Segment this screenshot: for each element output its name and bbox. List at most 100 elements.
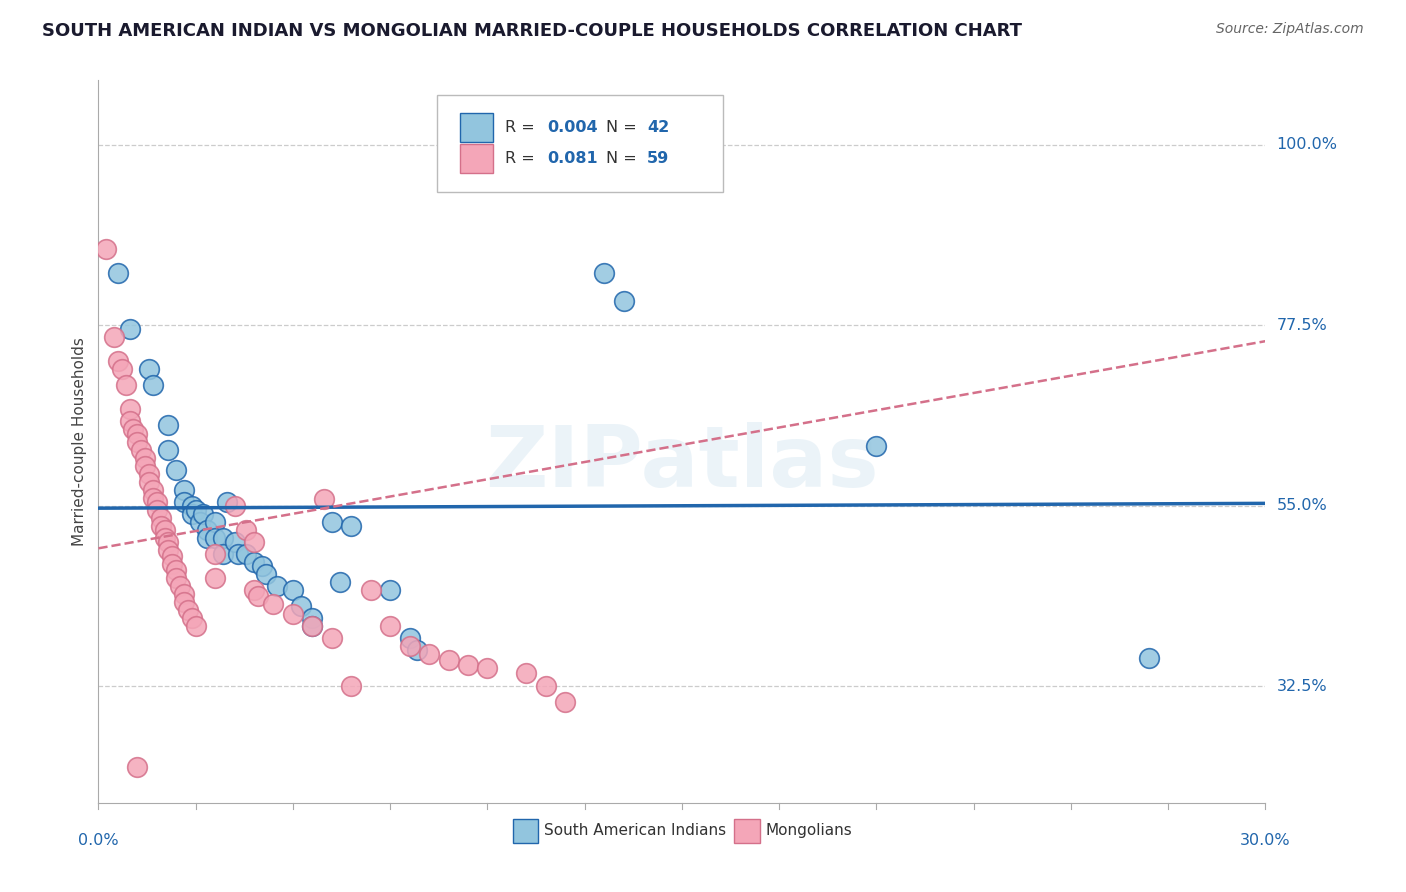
- Point: [134, 458, 156, 473]
- Point: [457, 657, 479, 672]
- Point: [593, 266, 616, 280]
- Point: [437, 653, 460, 667]
- Point: [204, 571, 226, 585]
- Text: R =: R =: [505, 151, 540, 166]
- Point: [360, 583, 382, 598]
- Point: [266, 579, 288, 593]
- Point: [235, 547, 257, 561]
- Point: [1137, 651, 1160, 665]
- Point: [173, 587, 195, 601]
- Point: [96, 242, 118, 256]
- Point: [127, 426, 149, 441]
- Point: [118, 415, 141, 429]
- Point: [865, 439, 887, 453]
- Point: [290, 599, 312, 614]
- Text: 32.5%: 32.5%: [1277, 679, 1327, 694]
- Point: [142, 483, 165, 497]
- Point: [243, 535, 266, 549]
- Point: [118, 402, 141, 417]
- Point: [162, 557, 184, 571]
- Point: [212, 547, 235, 561]
- Point: [107, 266, 129, 280]
- Point: [165, 571, 187, 585]
- Point: [188, 515, 211, 529]
- Point: [180, 499, 202, 513]
- Text: 59: 59: [647, 151, 669, 166]
- Point: [193, 507, 215, 521]
- Point: [215, 494, 238, 508]
- Point: [127, 434, 149, 449]
- Text: 0.081: 0.081: [548, 151, 599, 166]
- Point: [149, 510, 172, 524]
- Point: [157, 535, 180, 549]
- Text: N =: N =: [606, 151, 643, 166]
- Text: 100.0%: 100.0%: [1277, 137, 1337, 152]
- Point: [301, 619, 323, 633]
- Point: [142, 491, 165, 505]
- Point: [111, 362, 134, 376]
- Point: [204, 515, 226, 529]
- Point: [554, 696, 576, 710]
- Point: [321, 632, 343, 646]
- Point: [477, 661, 499, 675]
- Bar: [460, 112, 494, 142]
- Point: [243, 555, 266, 569]
- Point: [250, 558, 273, 574]
- Point: [340, 519, 363, 533]
- Point: [340, 680, 363, 694]
- Point: [107, 354, 129, 368]
- Point: [162, 549, 184, 563]
- Point: [204, 547, 226, 561]
- Point: [122, 423, 145, 437]
- Text: SOUTH AMERICAN INDIAN VS MONGOLIAN MARRIED-COUPLE HOUSEHOLDS CORRELATION CHART: SOUTH AMERICAN INDIAN VS MONGOLIAN MARRI…: [42, 22, 1022, 40]
- Point: [149, 519, 172, 533]
- Bar: [513, 819, 538, 843]
- Point: [134, 450, 156, 465]
- Point: [380, 619, 402, 633]
- Text: Source: ZipAtlas.com: Source: ZipAtlas.com: [1216, 22, 1364, 37]
- Point: [534, 680, 557, 694]
- Point: [157, 542, 180, 557]
- Point: [173, 595, 195, 609]
- Point: [153, 523, 176, 537]
- Point: [169, 579, 191, 593]
- Point: [224, 535, 246, 549]
- Point: [157, 442, 180, 457]
- Point: [129, 442, 152, 457]
- Point: [173, 494, 195, 508]
- Point: [184, 619, 207, 633]
- Point: [321, 515, 343, 529]
- Point: [173, 483, 195, 497]
- Point: [212, 531, 235, 545]
- Point: [281, 607, 304, 622]
- Point: [312, 492, 335, 507]
- Text: 30.0%: 30.0%: [1240, 833, 1291, 848]
- Bar: [734, 819, 761, 843]
- Text: 55.0%: 55.0%: [1277, 499, 1327, 513]
- Point: [114, 378, 136, 392]
- Text: 0.0%: 0.0%: [79, 833, 118, 848]
- FancyBboxPatch shape: [437, 95, 723, 193]
- Point: [613, 293, 636, 308]
- Point: [153, 531, 176, 545]
- Point: [146, 503, 169, 517]
- Point: [103, 330, 125, 344]
- Point: [177, 603, 200, 617]
- Point: [195, 531, 218, 545]
- Point: [184, 503, 207, 517]
- Point: [146, 494, 169, 508]
- Point: [142, 378, 165, 392]
- Point: [165, 563, 187, 577]
- Point: [515, 665, 537, 680]
- Point: [118, 322, 141, 336]
- Point: [418, 648, 440, 662]
- Text: South American Indians: South American Indians: [544, 822, 727, 838]
- Point: [281, 583, 304, 598]
- Text: Mongolians: Mongolians: [766, 822, 852, 838]
- Point: [138, 362, 160, 376]
- Text: 0.004: 0.004: [548, 120, 599, 135]
- Point: [243, 583, 266, 598]
- Y-axis label: Married-couple Households: Married-couple Households: [72, 337, 87, 546]
- Point: [127, 760, 149, 774]
- Text: ZIPatlas: ZIPatlas: [485, 422, 879, 505]
